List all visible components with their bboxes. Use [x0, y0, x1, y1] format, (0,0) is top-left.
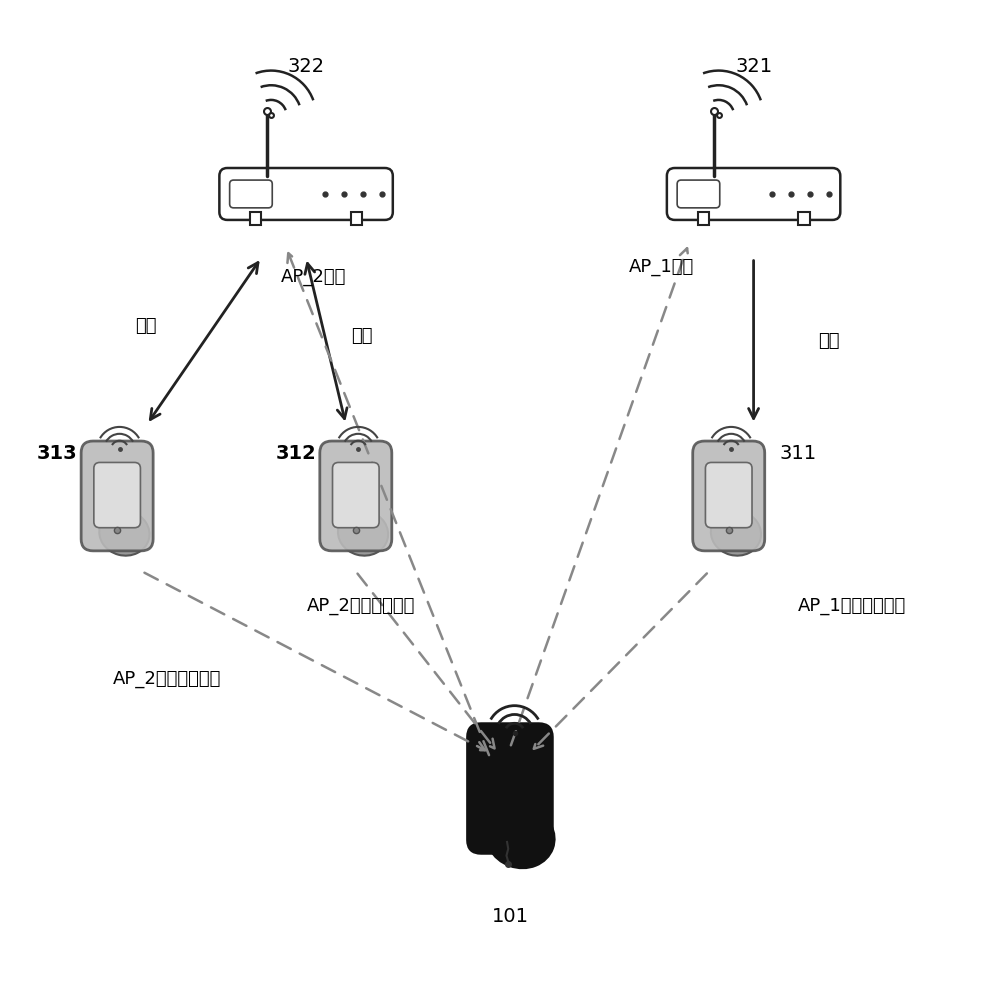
- FancyBboxPatch shape: [667, 168, 840, 220]
- Text: AP_2信道质量信息: AP_2信道质量信息: [307, 597, 415, 614]
- Text: 312: 312: [276, 445, 317, 463]
- Text: 311: 311: [780, 445, 817, 463]
- Ellipse shape: [711, 511, 761, 556]
- FancyBboxPatch shape: [693, 441, 765, 551]
- Text: 313: 313: [37, 445, 78, 463]
- Text: AP_2信息: AP_2信息: [280, 268, 346, 286]
- Text: 322: 322: [288, 57, 325, 76]
- Text: 连接: 连接: [135, 317, 157, 335]
- FancyBboxPatch shape: [81, 441, 153, 551]
- FancyBboxPatch shape: [705, 462, 752, 528]
- FancyBboxPatch shape: [250, 212, 261, 225]
- FancyBboxPatch shape: [677, 180, 720, 208]
- Text: 连接: 连接: [351, 327, 372, 345]
- FancyBboxPatch shape: [467, 724, 553, 854]
- FancyBboxPatch shape: [230, 180, 272, 208]
- FancyBboxPatch shape: [351, 212, 362, 225]
- Ellipse shape: [99, 511, 149, 556]
- FancyBboxPatch shape: [698, 212, 709, 225]
- Text: AP_1信道质量信息: AP_1信道质量信息: [798, 597, 907, 614]
- Ellipse shape: [472, 811, 496, 842]
- Ellipse shape: [338, 511, 388, 556]
- FancyBboxPatch shape: [798, 212, 810, 225]
- FancyBboxPatch shape: [333, 462, 379, 528]
- Text: AP_1信息: AP_1信息: [629, 258, 695, 276]
- FancyBboxPatch shape: [320, 441, 392, 551]
- FancyBboxPatch shape: [94, 462, 140, 528]
- Text: 101: 101: [491, 907, 528, 926]
- FancyBboxPatch shape: [219, 168, 393, 220]
- Text: AP_2信道质量信息: AP_2信道质量信息: [113, 670, 222, 688]
- Text: 321: 321: [735, 57, 772, 76]
- Ellipse shape: [486, 806, 555, 868]
- Text: 连接: 连接: [818, 332, 840, 350]
